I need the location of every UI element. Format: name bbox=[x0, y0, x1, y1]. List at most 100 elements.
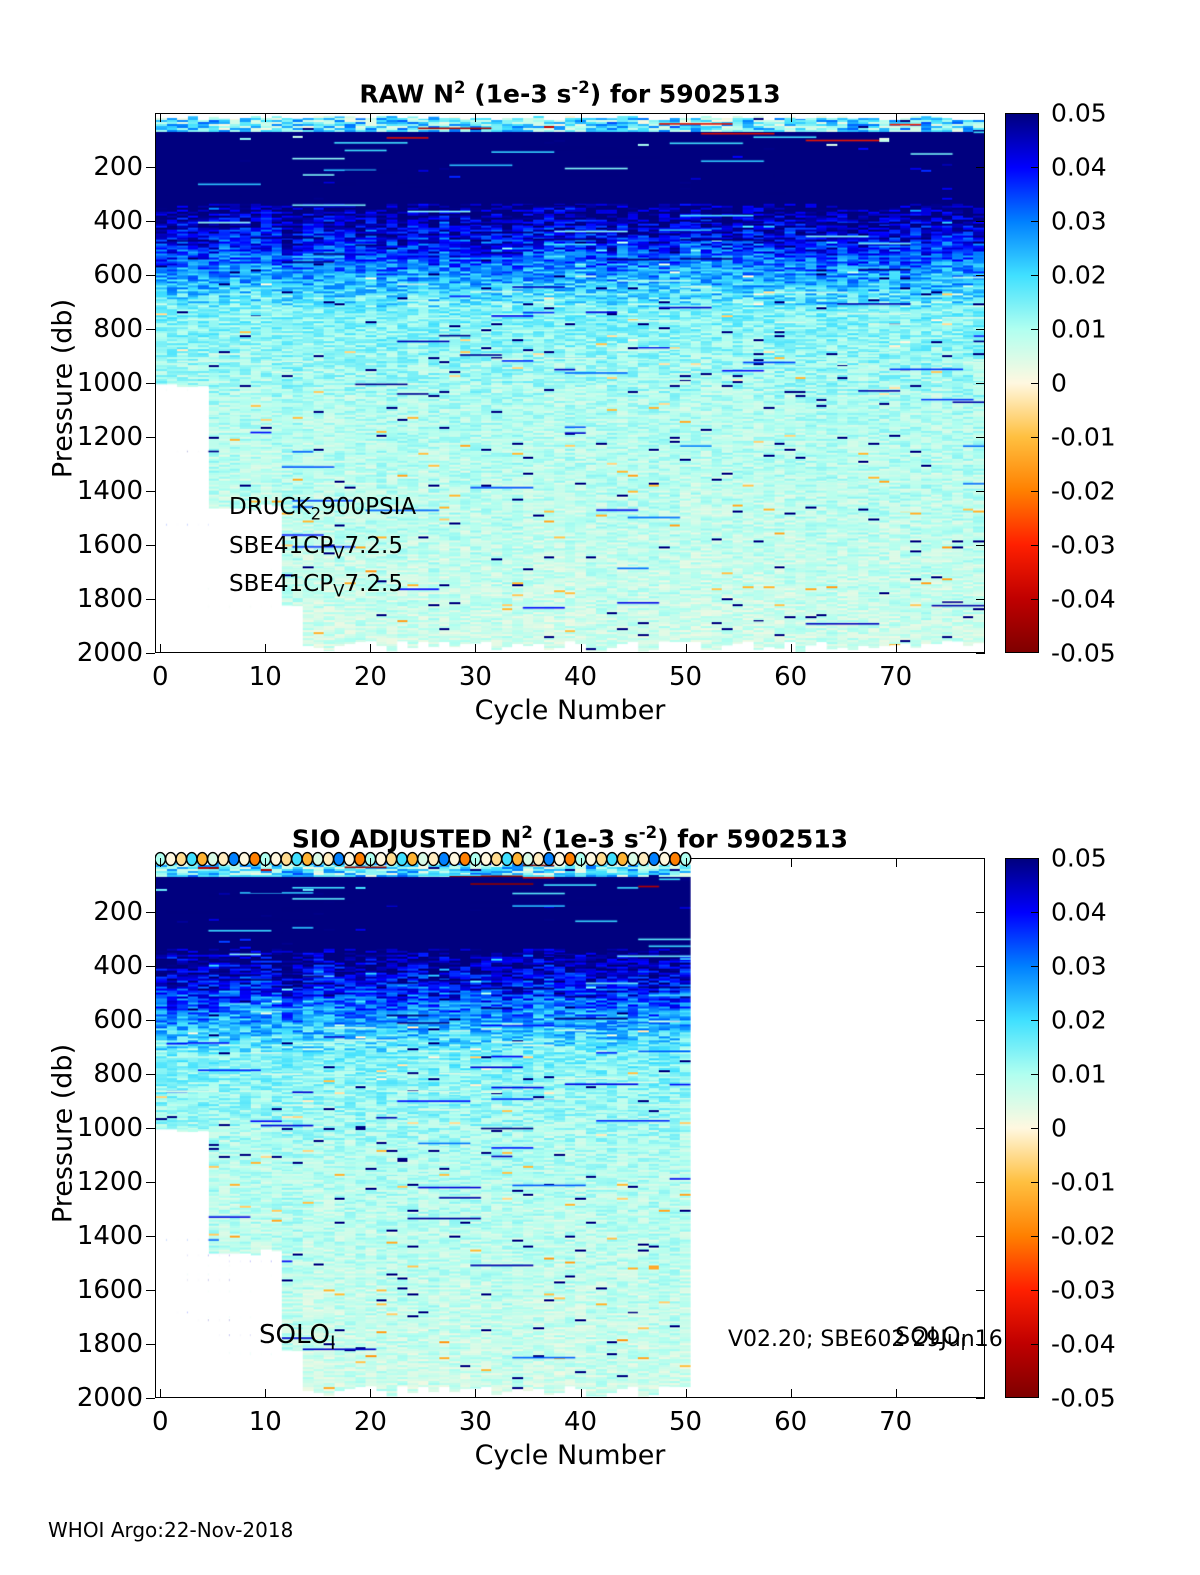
colorbar-tick-mark bbox=[1031, 1344, 1039, 1345]
panel-adjusted-annotation-1: V02.20; SBE602 29Jun16 bbox=[728, 1327, 1003, 1352]
x-tick-label: 10 bbox=[248, 662, 282, 692]
panel-adjusted-axes bbox=[155, 858, 985, 1398]
panel-raw-ylabel: Pressure (db) bbox=[47, 298, 79, 479]
y-tick-mark bbox=[146, 437, 155, 438]
x-tick-mark bbox=[685, 1389, 687, 1398]
x-tick-label: 20 bbox=[353, 1407, 387, 1437]
y-tick-mark bbox=[146, 167, 155, 168]
colorbar-tick-label: 0.04 bbox=[1051, 152, 1107, 182]
colorbar-tick-mark bbox=[1031, 329, 1039, 330]
colorbar-tick-label: -0.01 bbox=[1051, 1167, 1116, 1197]
panel-raw-axes bbox=[155, 113, 985, 653]
x-tick-mark bbox=[265, 113, 267, 122]
y-tick-mark bbox=[976, 491, 985, 492]
y-tick-label: 1800 bbox=[76, 584, 143, 614]
panel-adjusted-annotation-0: SOLOI bbox=[259, 1320, 336, 1355]
y-tick-mark bbox=[146, 491, 155, 492]
colorbar-tick-label: -0.02 bbox=[1051, 476, 1116, 506]
panel-adjusted-ylabel: Pressure (db) bbox=[47, 1043, 79, 1224]
x-tick-mark bbox=[370, 1389, 372, 1398]
x-tick-label: 70 bbox=[879, 1407, 913, 1437]
y-tick-label: 1600 bbox=[76, 530, 143, 560]
x-tick-mark bbox=[475, 858, 477, 867]
y-tick-label: 1800 bbox=[76, 1329, 143, 1359]
colorbar-tick-mark bbox=[1031, 1290, 1039, 1291]
y-tick-mark bbox=[146, 1074, 155, 1075]
x-tick-mark bbox=[160, 858, 162, 867]
y-tick-label: 1600 bbox=[76, 1275, 143, 1305]
colorbar-tick-label: 0 bbox=[1051, 368, 1067, 398]
y-tick-mark bbox=[976, 221, 985, 222]
x-tick-label: 60 bbox=[774, 662, 808, 692]
y-tick-mark bbox=[146, 329, 155, 330]
colorbar-tick-mark bbox=[1031, 912, 1039, 913]
x-tick-mark bbox=[790, 113, 792, 122]
x-tick-label: 70 bbox=[879, 662, 913, 692]
colorbar-tick-mark bbox=[1031, 383, 1039, 384]
x-tick-mark bbox=[370, 113, 372, 122]
y-tick-mark bbox=[146, 1128, 155, 1129]
colorbar-tick-label: -0.02 bbox=[1051, 1221, 1116, 1251]
colorbar-tick-label: 0.02 bbox=[1051, 260, 1107, 290]
x-tick-mark bbox=[895, 644, 897, 653]
y-tick-label: 600 bbox=[93, 260, 143, 290]
panel-adjusted-heatmap bbox=[156, 859, 984, 1397]
colorbar-tick-mark bbox=[1031, 1236, 1039, 1237]
x-tick-mark bbox=[790, 858, 792, 867]
colorbar-tick-label: 0.02 bbox=[1051, 1005, 1107, 1035]
y-tick-mark bbox=[146, 1182, 155, 1183]
y-tick-mark bbox=[146, 1344, 155, 1345]
y-tick-mark bbox=[976, 1128, 985, 1129]
x-tick-mark bbox=[475, 113, 477, 122]
y-tick-label: 1200 bbox=[76, 422, 143, 452]
colorbar-tick-label: 0 bbox=[1051, 1113, 1067, 1143]
colorbar-tick-label: 0.03 bbox=[1051, 951, 1107, 981]
y-tick-mark bbox=[146, 1398, 155, 1399]
x-tick-mark bbox=[265, 1389, 267, 1398]
colorbar-tick-mark bbox=[1031, 599, 1039, 600]
y-tick-label: 1400 bbox=[76, 1221, 143, 1251]
colorbar-tick-label: 0.04 bbox=[1051, 897, 1107, 927]
y-tick-mark bbox=[976, 599, 985, 600]
colorbar-tick-label: -0.04 bbox=[1051, 584, 1116, 614]
y-tick-mark bbox=[146, 966, 155, 967]
x-tick-mark bbox=[790, 644, 792, 653]
y-tick-mark bbox=[976, 1020, 985, 1021]
x-tick-mark bbox=[580, 1389, 582, 1398]
y-tick-mark bbox=[976, 912, 985, 913]
x-tick-mark bbox=[160, 644, 162, 653]
x-tick-label: 20 bbox=[353, 662, 387, 692]
y-tick-mark bbox=[976, 1344, 985, 1345]
y-tick-label: 200 bbox=[93, 152, 143, 182]
panel-raw-xlabel: Cycle Number bbox=[474, 695, 666, 726]
x-tick-mark bbox=[580, 644, 582, 653]
y-tick-label: 800 bbox=[93, 1059, 143, 1089]
panel-adjusted-annotation-2: SOLOI bbox=[895, 1322, 966, 1355]
y-tick-mark bbox=[976, 383, 985, 384]
y-tick-label: 400 bbox=[93, 951, 143, 981]
y-tick-mark bbox=[976, 1398, 985, 1399]
y-tick-mark bbox=[976, 275, 985, 276]
y-tick-mark bbox=[976, 1182, 985, 1183]
x-tick-label: 50 bbox=[669, 1407, 703, 1437]
x-tick-mark bbox=[895, 113, 897, 122]
colorbar-tick-mark bbox=[1031, 1182, 1039, 1183]
x-tick-mark bbox=[895, 858, 897, 867]
colorbar-tick-label: -0.01 bbox=[1051, 422, 1116, 452]
x-tick-label: 10 bbox=[248, 1407, 282, 1437]
y-tick-label: 2000 bbox=[76, 638, 143, 668]
colorbar-tick-label: -0.03 bbox=[1051, 1275, 1116, 1305]
x-tick-label: 30 bbox=[458, 1407, 492, 1437]
panel-adjusted-title: SIO ADJUSTED N2 (1e-3 s-2) for 5902513 bbox=[291, 823, 849, 854]
y-tick-mark bbox=[146, 1236, 155, 1237]
y-tick-label: 400 bbox=[93, 206, 143, 236]
colorbar-tick-mark bbox=[1031, 1020, 1039, 1021]
x-tick-mark bbox=[685, 858, 687, 867]
colorbar-tick-mark bbox=[1031, 966, 1039, 967]
x-tick-mark bbox=[790, 1389, 792, 1398]
colorbar-tick-mark bbox=[1031, 545, 1039, 546]
x-tick-label: 50 bbox=[669, 662, 703, 692]
panel-raw-title: RAW N2 (1e-3 s-2) for 5902513 bbox=[359, 78, 781, 109]
y-tick-mark bbox=[146, 599, 155, 600]
colorbar-tick-mark bbox=[1031, 1074, 1039, 1075]
